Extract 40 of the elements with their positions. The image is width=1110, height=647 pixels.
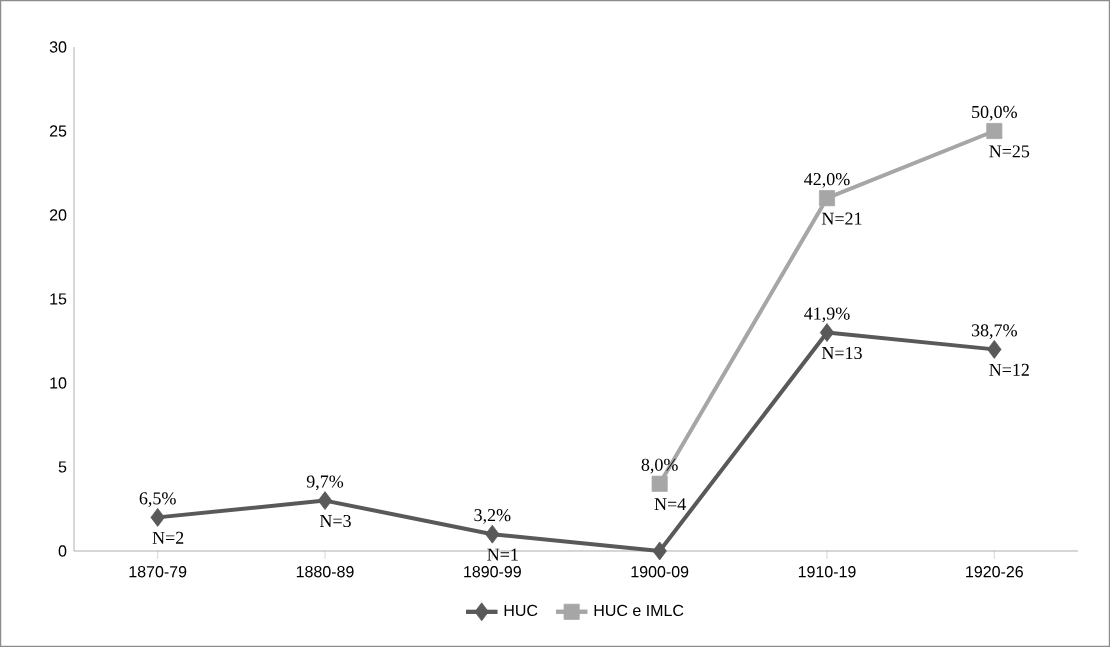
legend-label: HUC — [504, 604, 538, 617]
annotation: 6,5% — [139, 492, 176, 507]
y-tick-label: 15 — [50, 293, 67, 305]
y-tick-label: 5 — [58, 461, 67, 473]
point — [818, 190, 835, 207]
x-tick-label: 1880-89 — [296, 566, 354, 578]
point — [819, 323, 835, 342]
annotation: N=12 — [989, 363, 1029, 376]
annotation: N=1 — [487, 548, 518, 561]
point — [986, 122, 1003, 139]
annotation: 50,0% — [972, 105, 1017, 121]
y-tick-label: 20 — [49, 209, 67, 221]
y-tick-label: 10 — [50, 377, 67, 389]
annotation: 42,0% — [804, 173, 850, 188]
annotation: N=2 — [152, 531, 184, 544]
annotation: 41,9% — [804, 307, 850, 323]
annotation: N=13 — [821, 346, 862, 360]
legend-label: HUC e IMLC — [594, 604, 684, 617]
annotation: 9,7% — [306, 475, 344, 491]
point — [485, 524, 500, 544]
x-tick-label: 1870-79 — [129, 566, 187, 578]
annotation: N=3 — [319, 514, 351, 528]
y-tick-label: 0 — [58, 545, 67, 557]
annotation: 8,0% — [641, 458, 678, 474]
y-tick-label: 30 — [49, 41, 67, 53]
x-tick-label: 1890-99 — [464, 566, 521, 578]
point — [652, 541, 667, 561]
annotation: N=25 — [989, 145, 1030, 158]
annotation: N=4 — [654, 498, 686, 511]
point — [651, 475, 668, 492]
point — [150, 507, 165, 527]
annotation: 38,7% — [971, 324, 1017, 339]
point — [987, 339, 1002, 359]
x-tick-label: 1910-19 — [798, 566, 856, 578]
annotation: N=21 — [821, 212, 862, 225]
x-tick-label: 1920-26 — [966, 566, 1023, 578]
x-tick-label: 1900-09 — [631, 566, 689, 578]
annotation: 3,2% — [474, 509, 511, 524]
y-tick-label: 25 — [49, 125, 67, 137]
point — [317, 491, 333, 510]
